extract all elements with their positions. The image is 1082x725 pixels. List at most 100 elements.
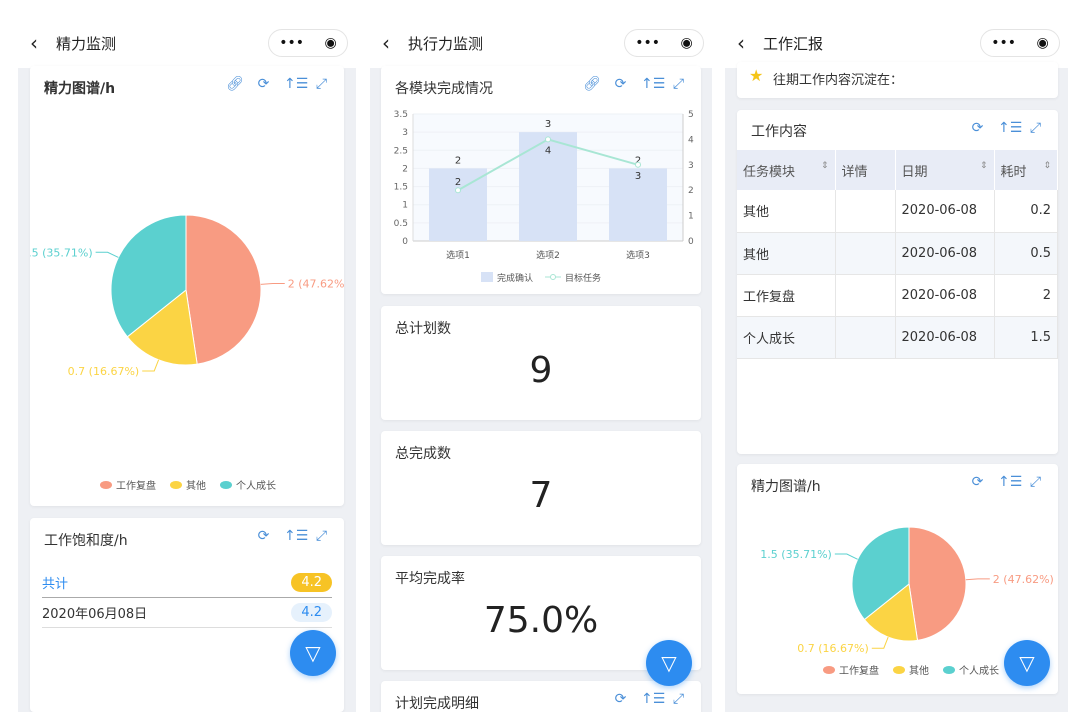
expand-icon[interactable]: ⤢ xyxy=(672,691,685,707)
legend-marker xyxy=(823,666,835,674)
expand-icon[interactable]: ⤢ xyxy=(672,76,685,92)
filter-button[interactable]: ▽ xyxy=(290,630,336,676)
bar-label: 2 xyxy=(635,155,641,166)
avg-rate-card: 平均完成率 75.0% xyxy=(381,556,701,670)
expand-icon[interactable]: ⤢ xyxy=(1029,120,1042,136)
page-title: 工作汇报 xyxy=(763,34,824,53)
legend-marker xyxy=(893,666,905,674)
page-title: 执行力监测 xyxy=(408,34,484,53)
record-icon[interactable]: ◉ xyxy=(1036,35,1049,51)
row-label: 共计 xyxy=(42,577,69,592)
line-point xyxy=(635,161,641,168)
card-title: 工作内容 xyxy=(751,124,807,140)
table-cell xyxy=(835,232,896,275)
more-icon[interactable]: ••• xyxy=(991,35,1017,51)
label-line xyxy=(871,636,889,649)
filter-button[interactable]: ▽ xyxy=(1004,640,1050,686)
more-icon[interactable]: ••• xyxy=(635,35,661,51)
card-title: 平均完成率 xyxy=(395,571,465,587)
record-icon[interactable]: ◉ xyxy=(324,35,337,51)
nav-bar: ‹ 精力监测 ••• ◉ xyxy=(18,18,356,68)
refresh-icon[interactable]: ⟳ xyxy=(614,76,627,92)
refresh-icon[interactable]: ⟳ xyxy=(614,691,627,707)
mini-capsule: ••• ◉ xyxy=(980,29,1060,57)
legend-label: 个人成长 xyxy=(236,480,276,492)
total-done-card: 总完成数 7 xyxy=(381,431,701,545)
expand-icon[interactable]: ⤢ xyxy=(315,528,328,544)
card-title: 精力图谱/h xyxy=(44,81,116,97)
card-title: 计划完成明细 xyxy=(395,696,479,712)
legend-label: 个人成长 xyxy=(959,665,999,677)
y-tick-right: 3 xyxy=(688,161,694,171)
table-cell: 其他 xyxy=(737,190,836,233)
y-tick-right: 2 xyxy=(688,186,694,196)
pie-slice xyxy=(863,583,919,642)
pie-chart: 2 (47.62%) 0.7 (16.67%) 1.5 (35.71%) 工作复盘 其他… xyxy=(760,526,1054,677)
back-icon[interactable]: ‹ xyxy=(737,31,745,55)
table-row[interactable]: 个人成长 2020-06-08 1.5 xyxy=(737,316,1058,359)
legend-marker xyxy=(220,481,232,489)
row-badge: 4.2 xyxy=(291,573,332,592)
table-row[interactable]: 其他 2020-06-08 0.5 xyxy=(737,232,1058,275)
sort-icon[interactable]: ↑☰ xyxy=(284,528,309,544)
total-done-value: 7 xyxy=(529,475,553,516)
more-icon[interactable]: ••• xyxy=(279,35,305,51)
x-tick-label: 选项3 xyxy=(626,249,650,261)
pie-chart: 2 (47.62%) 0.7 (16.67%) 1.5 (35.71%) 工作复盘 其他… xyxy=(30,214,344,492)
refresh-icon[interactable]: ⟳ xyxy=(971,474,984,490)
sort-icon: ⇕ xyxy=(979,160,988,171)
table-cell: 1.5 xyxy=(994,316,1058,359)
sort-icon[interactable]: ↑☰ xyxy=(641,691,666,707)
legend-marker xyxy=(100,481,112,489)
column-header-detail[interactable]: 详情 xyxy=(835,150,896,190)
legend-marker xyxy=(170,481,182,489)
bar-label: 3 xyxy=(545,119,551,130)
detail-card: 计划完成明细 ⟳ ↑☰ ⤢ xyxy=(381,681,701,712)
label-line xyxy=(95,251,119,258)
line-label: 2 xyxy=(455,177,461,188)
table-cell: 2020-06-08 xyxy=(895,232,995,275)
column-header-module[interactable]: 任务模块 ⇕ xyxy=(737,150,836,190)
slice-label: 0.7 (16.67%) xyxy=(797,642,869,655)
legend-marker xyxy=(481,272,493,282)
mini-capsule: ••• ◉ xyxy=(624,29,704,57)
combo-chart: 0 0.5 1 1.5 2 2.5 3 3.5 0 1 2 3 4 5 2 选项1 3 选项2 2 选项3 2 4 3 完成确… xyxy=(394,110,694,284)
expand-icon[interactable]: ⤢ xyxy=(315,76,328,92)
expand-icon[interactable]: ⤢ xyxy=(1029,474,1042,490)
module-chart-card: 各模块完成情况 🔗︎ ⟳ ↑☰ ⤢ 0 0.5 1 1.5 2 2.5 3 3.5 0 1 2 3 4 5 2 选项… xyxy=(381,66,701,294)
record-icon[interactable]: ◉ xyxy=(680,35,693,51)
saturation-card: 工作饱和度/h ⟳ ↑☰ ⤢ 共计 4.2 2020年06月08日 4.2 xyxy=(30,518,344,712)
pie-slice xyxy=(185,214,262,365)
table-cell: 其他 xyxy=(737,232,836,275)
nav-bar: ‹ 执行力监测 ••• ◉ xyxy=(370,18,712,68)
back-icon[interactable]: ‹ xyxy=(382,31,390,55)
link-icon[interactable]: 🔗︎ xyxy=(226,76,244,92)
table-row[interactable]: 工作复盘 2020-06-08 2 xyxy=(737,274,1058,317)
refresh-icon[interactable]: ⟳ xyxy=(257,528,270,544)
card-title: 各模块完成情况 xyxy=(395,81,493,97)
column-header-duration[interactable]: 耗时 ⇕ xyxy=(994,150,1058,190)
card-title: 总完成数 xyxy=(395,446,451,462)
line-point xyxy=(545,136,551,143)
work-content-card: 工作内容 ⟳ ↑☰ ⤢ 任务模块 ⇕ 详情 日期 ⇕ 耗时 ⇕ 其他 2020-06-08 0… xyxy=(737,110,1058,454)
column-header-date[interactable]: 日期 ⇕ xyxy=(895,150,995,190)
table-cell: 0.5 xyxy=(994,232,1058,275)
table-row[interactable]: 其他 2020-06-08 0.2 xyxy=(737,190,1058,233)
table-cell: 2 xyxy=(994,274,1058,317)
y-tick-right: 0 xyxy=(688,237,694,247)
table-cell xyxy=(835,190,896,233)
y-tick-left: 0 xyxy=(402,237,408,247)
table-cell: 2020-06-08 xyxy=(895,316,995,359)
filter-button[interactable]: ▽ xyxy=(646,640,692,686)
line-label: 3 xyxy=(635,171,641,182)
legend-label: 其他 xyxy=(186,479,206,492)
label-line xyxy=(834,553,858,560)
y-tick-left: 1 xyxy=(402,201,408,211)
y-tick-right: 5 xyxy=(688,110,694,120)
back-icon[interactable]: ‹ xyxy=(30,31,38,55)
sort-icon[interactable]: ↑☰ xyxy=(998,120,1023,136)
refresh-icon[interactable]: ⟳ xyxy=(257,76,270,92)
label-line xyxy=(142,359,160,372)
refresh-icon[interactable]: ⟳ xyxy=(971,120,984,136)
link-icon[interactable]: 🔗︎ xyxy=(583,76,601,92)
